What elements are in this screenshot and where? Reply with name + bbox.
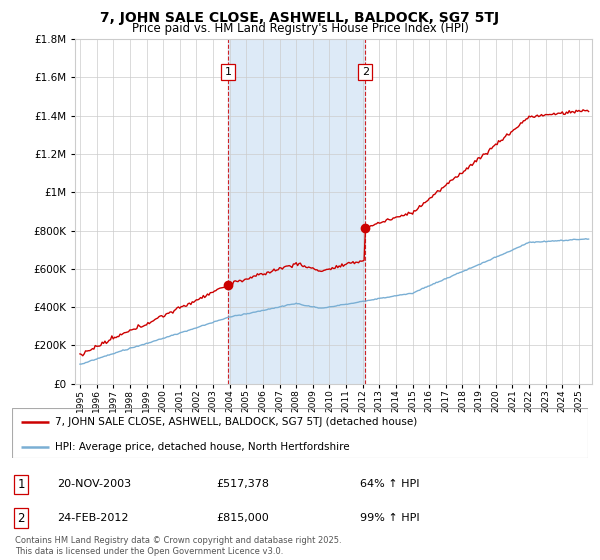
- Bar: [228, 39, 365, 384]
- Text: 2: 2: [362, 67, 369, 77]
- Text: Price paid vs. HM Land Registry's House Price Index (HPI): Price paid vs. HM Land Registry's House …: [131, 22, 469, 35]
- Text: 7, JOHN SALE CLOSE, ASHWELL, BALDOCK, SG7 5TJ (detached house): 7, JOHN SALE CLOSE, ASHWELL, BALDOCK, SG…: [55, 417, 418, 427]
- Text: £815,000: £815,000: [216, 513, 269, 523]
- Text: 99% ↑ HPI: 99% ↑ HPI: [360, 513, 419, 523]
- Text: 1: 1: [224, 67, 232, 77]
- Text: 24-FEB-2012: 24-FEB-2012: [57, 513, 128, 523]
- Text: Contains HM Land Registry data © Crown copyright and database right 2025.
This d: Contains HM Land Registry data © Crown c…: [15, 536, 341, 556]
- Text: 20-NOV-2003: 20-NOV-2003: [57, 479, 131, 489]
- Text: 64% ↑ HPI: 64% ↑ HPI: [360, 479, 419, 489]
- Text: 2: 2: [17, 511, 25, 525]
- Text: £517,378: £517,378: [216, 479, 269, 489]
- Text: 1: 1: [17, 478, 25, 491]
- Text: 7, JOHN SALE CLOSE, ASHWELL, BALDOCK, SG7 5TJ: 7, JOHN SALE CLOSE, ASHWELL, BALDOCK, SG…: [100, 11, 500, 25]
- Text: HPI: Average price, detached house, North Hertfordshire: HPI: Average price, detached house, Nort…: [55, 442, 350, 452]
